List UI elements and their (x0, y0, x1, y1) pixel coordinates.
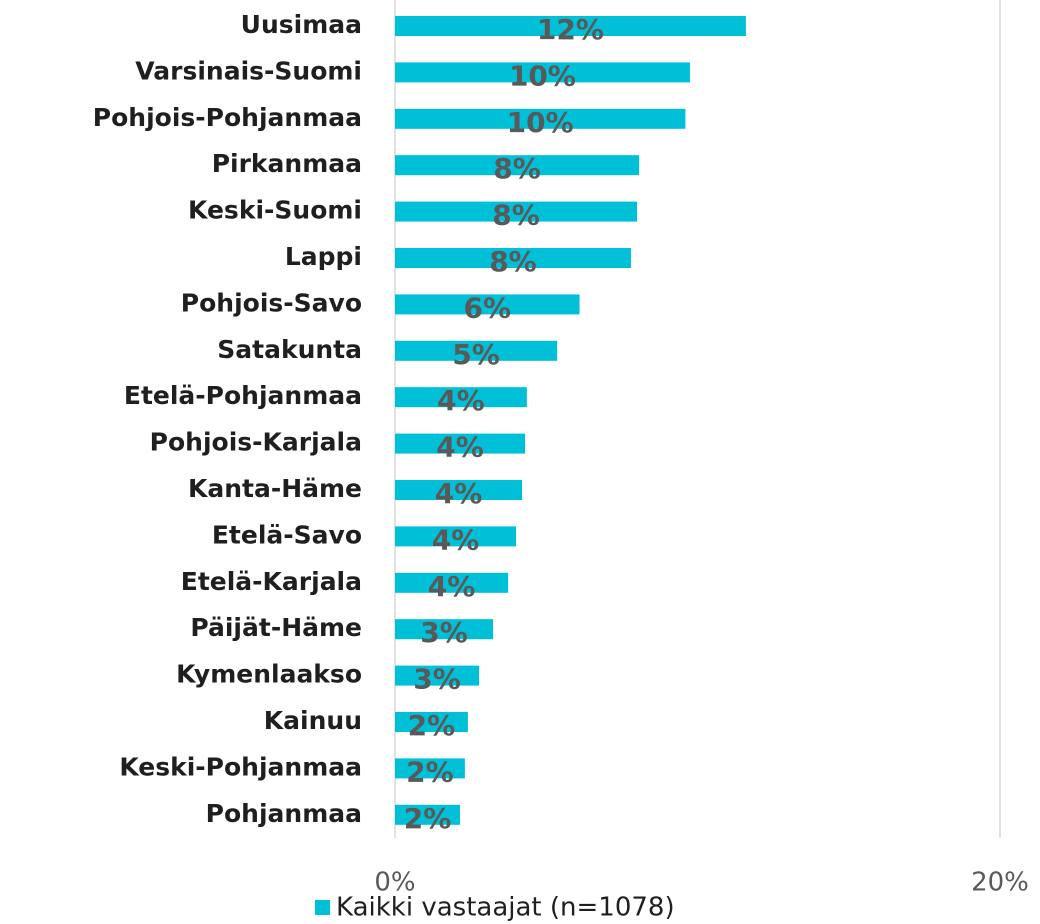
bar (395, 480, 523, 500)
bar (395, 201, 637, 222)
data-label: 8% (489, 245, 537, 278)
bar (395, 526, 516, 547)
data-label: 6% (463, 291, 511, 324)
legend-swatch (315, 900, 330, 915)
data-label: 10% (507, 106, 574, 139)
data-label: 4% (436, 431, 484, 464)
data-label: 4% (435, 477, 483, 510)
data-label: 2% (404, 802, 452, 835)
bar (395, 16, 746, 36)
bar (395, 665, 480, 686)
y-tick-label: Pohjanmaa (206, 799, 362, 828)
data-label: 4% (437, 384, 485, 417)
data-label: 12% (537, 13, 604, 46)
y-tick-label: Satakunta (217, 335, 362, 364)
bar (395, 248, 631, 268)
y-tick-label: Pohjois-Karjala (150, 428, 362, 457)
y-tick-label: Varsinais-Suomi (135, 56, 362, 85)
x-tick-label: 20% (971, 868, 1029, 898)
y-tick-label: Uusimaa (241, 10, 362, 39)
y-tick-label: Pirkanmaa (212, 149, 362, 178)
y-tick-label: Keski-Suomi (188, 196, 362, 225)
data-label: 4% (428, 570, 476, 603)
y-tick-label: Keski-Pohjanmaa (119, 752, 362, 781)
y-tick-label: Pohjois-Savo (181, 288, 362, 317)
data-label: 3% (413, 663, 461, 696)
y-tick-label: Kanta-Häme (188, 474, 362, 503)
bar (395, 62, 690, 83)
data-label: 8% (492, 199, 540, 232)
data-label: 5% (452, 338, 500, 371)
bar (395, 619, 494, 640)
y-tick-label: Lappi (285, 242, 362, 271)
y-tick-label: Päijät-Häme (190, 613, 362, 642)
data-label: 2% (408, 709, 456, 742)
x-tick-label: 0% (374, 868, 415, 898)
bar (395, 804, 461, 825)
data-label: 2% (406, 755, 454, 788)
bar (395, 108, 686, 129)
data-label: 3% (420, 616, 468, 649)
bar (395, 572, 509, 593)
bar (395, 712, 468, 732)
y-tick-label: Etelä-Savo (212, 520, 362, 549)
y-tick-label: Kymenlaakso (176, 660, 362, 689)
y-tick-label: Etelä-Karjala (181, 567, 362, 596)
bar (395, 758, 465, 779)
data-label: 10% (509, 59, 576, 92)
y-tick-label: Etelä-Pohjanmaa (124, 381, 362, 410)
data-label: 4% (432, 523, 480, 556)
legend-label: Kaikki vastaajat (n=1078) (336, 893, 675, 923)
y-tick-label: Kainuu (264, 706, 362, 735)
data-label: 8% (493, 152, 541, 185)
bar (395, 433, 526, 454)
bar (395, 294, 580, 315)
bar (395, 155, 640, 176)
bar (395, 340, 558, 361)
bar (395, 387, 527, 408)
y-tick-label: Pohjois-Pohjanmaa (93, 103, 362, 132)
